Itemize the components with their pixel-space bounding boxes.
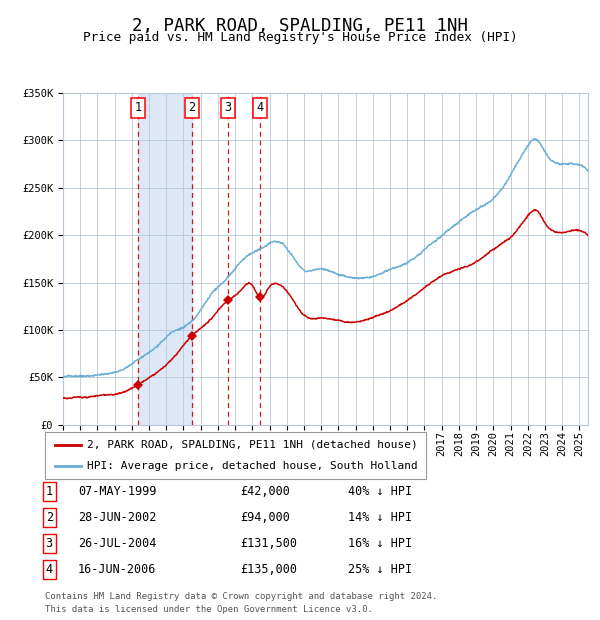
Text: 16-JUN-2006: 16-JUN-2006 (78, 564, 157, 576)
Bar (138, 93, 192, 425)
Text: 4: 4 (46, 564, 53, 576)
Text: 4: 4 (257, 102, 264, 115)
Text: Contains HM Land Registry data © Crown copyright and database right 2024.: Contains HM Land Registry data © Crown c… (45, 592, 437, 601)
Text: 25% ↓ HPI: 25% ↓ HPI (348, 564, 412, 576)
Text: 26-JUL-2004: 26-JUL-2004 (78, 538, 157, 550)
Text: This data is licensed under the Open Government Licence v3.0.: This data is licensed under the Open Gov… (45, 604, 373, 614)
Text: £94,000: £94,000 (240, 512, 290, 524)
Text: 16% ↓ HPI: 16% ↓ HPI (348, 538, 412, 550)
Text: 3: 3 (46, 538, 53, 550)
Text: 14% ↓ HPI: 14% ↓ HPI (348, 512, 412, 524)
Text: 2: 2 (46, 512, 53, 524)
Text: 1: 1 (46, 485, 53, 498)
Text: £42,000: £42,000 (240, 485, 290, 498)
Text: HPI: Average price, detached house, South Holland: HPI: Average price, detached house, Sout… (87, 461, 418, 471)
Text: 07-MAY-1999: 07-MAY-1999 (78, 485, 157, 498)
Text: Price paid vs. HM Land Registry's House Price Index (HPI): Price paid vs. HM Land Registry's House … (83, 31, 517, 44)
Text: 2, PARK ROAD, SPALDING, PE11 1NH: 2, PARK ROAD, SPALDING, PE11 1NH (132, 17, 468, 35)
Text: £135,000: £135,000 (240, 564, 297, 576)
Text: 40% ↓ HPI: 40% ↓ HPI (348, 485, 412, 498)
Text: 2, PARK ROAD, SPALDING, PE11 1NH (detached house): 2, PARK ROAD, SPALDING, PE11 1NH (detach… (87, 440, 418, 450)
Text: 1: 1 (134, 102, 142, 115)
Text: £131,500: £131,500 (240, 538, 297, 550)
Text: 3: 3 (224, 102, 231, 115)
Text: 2: 2 (188, 102, 196, 115)
Text: 28-JUN-2002: 28-JUN-2002 (78, 512, 157, 524)
